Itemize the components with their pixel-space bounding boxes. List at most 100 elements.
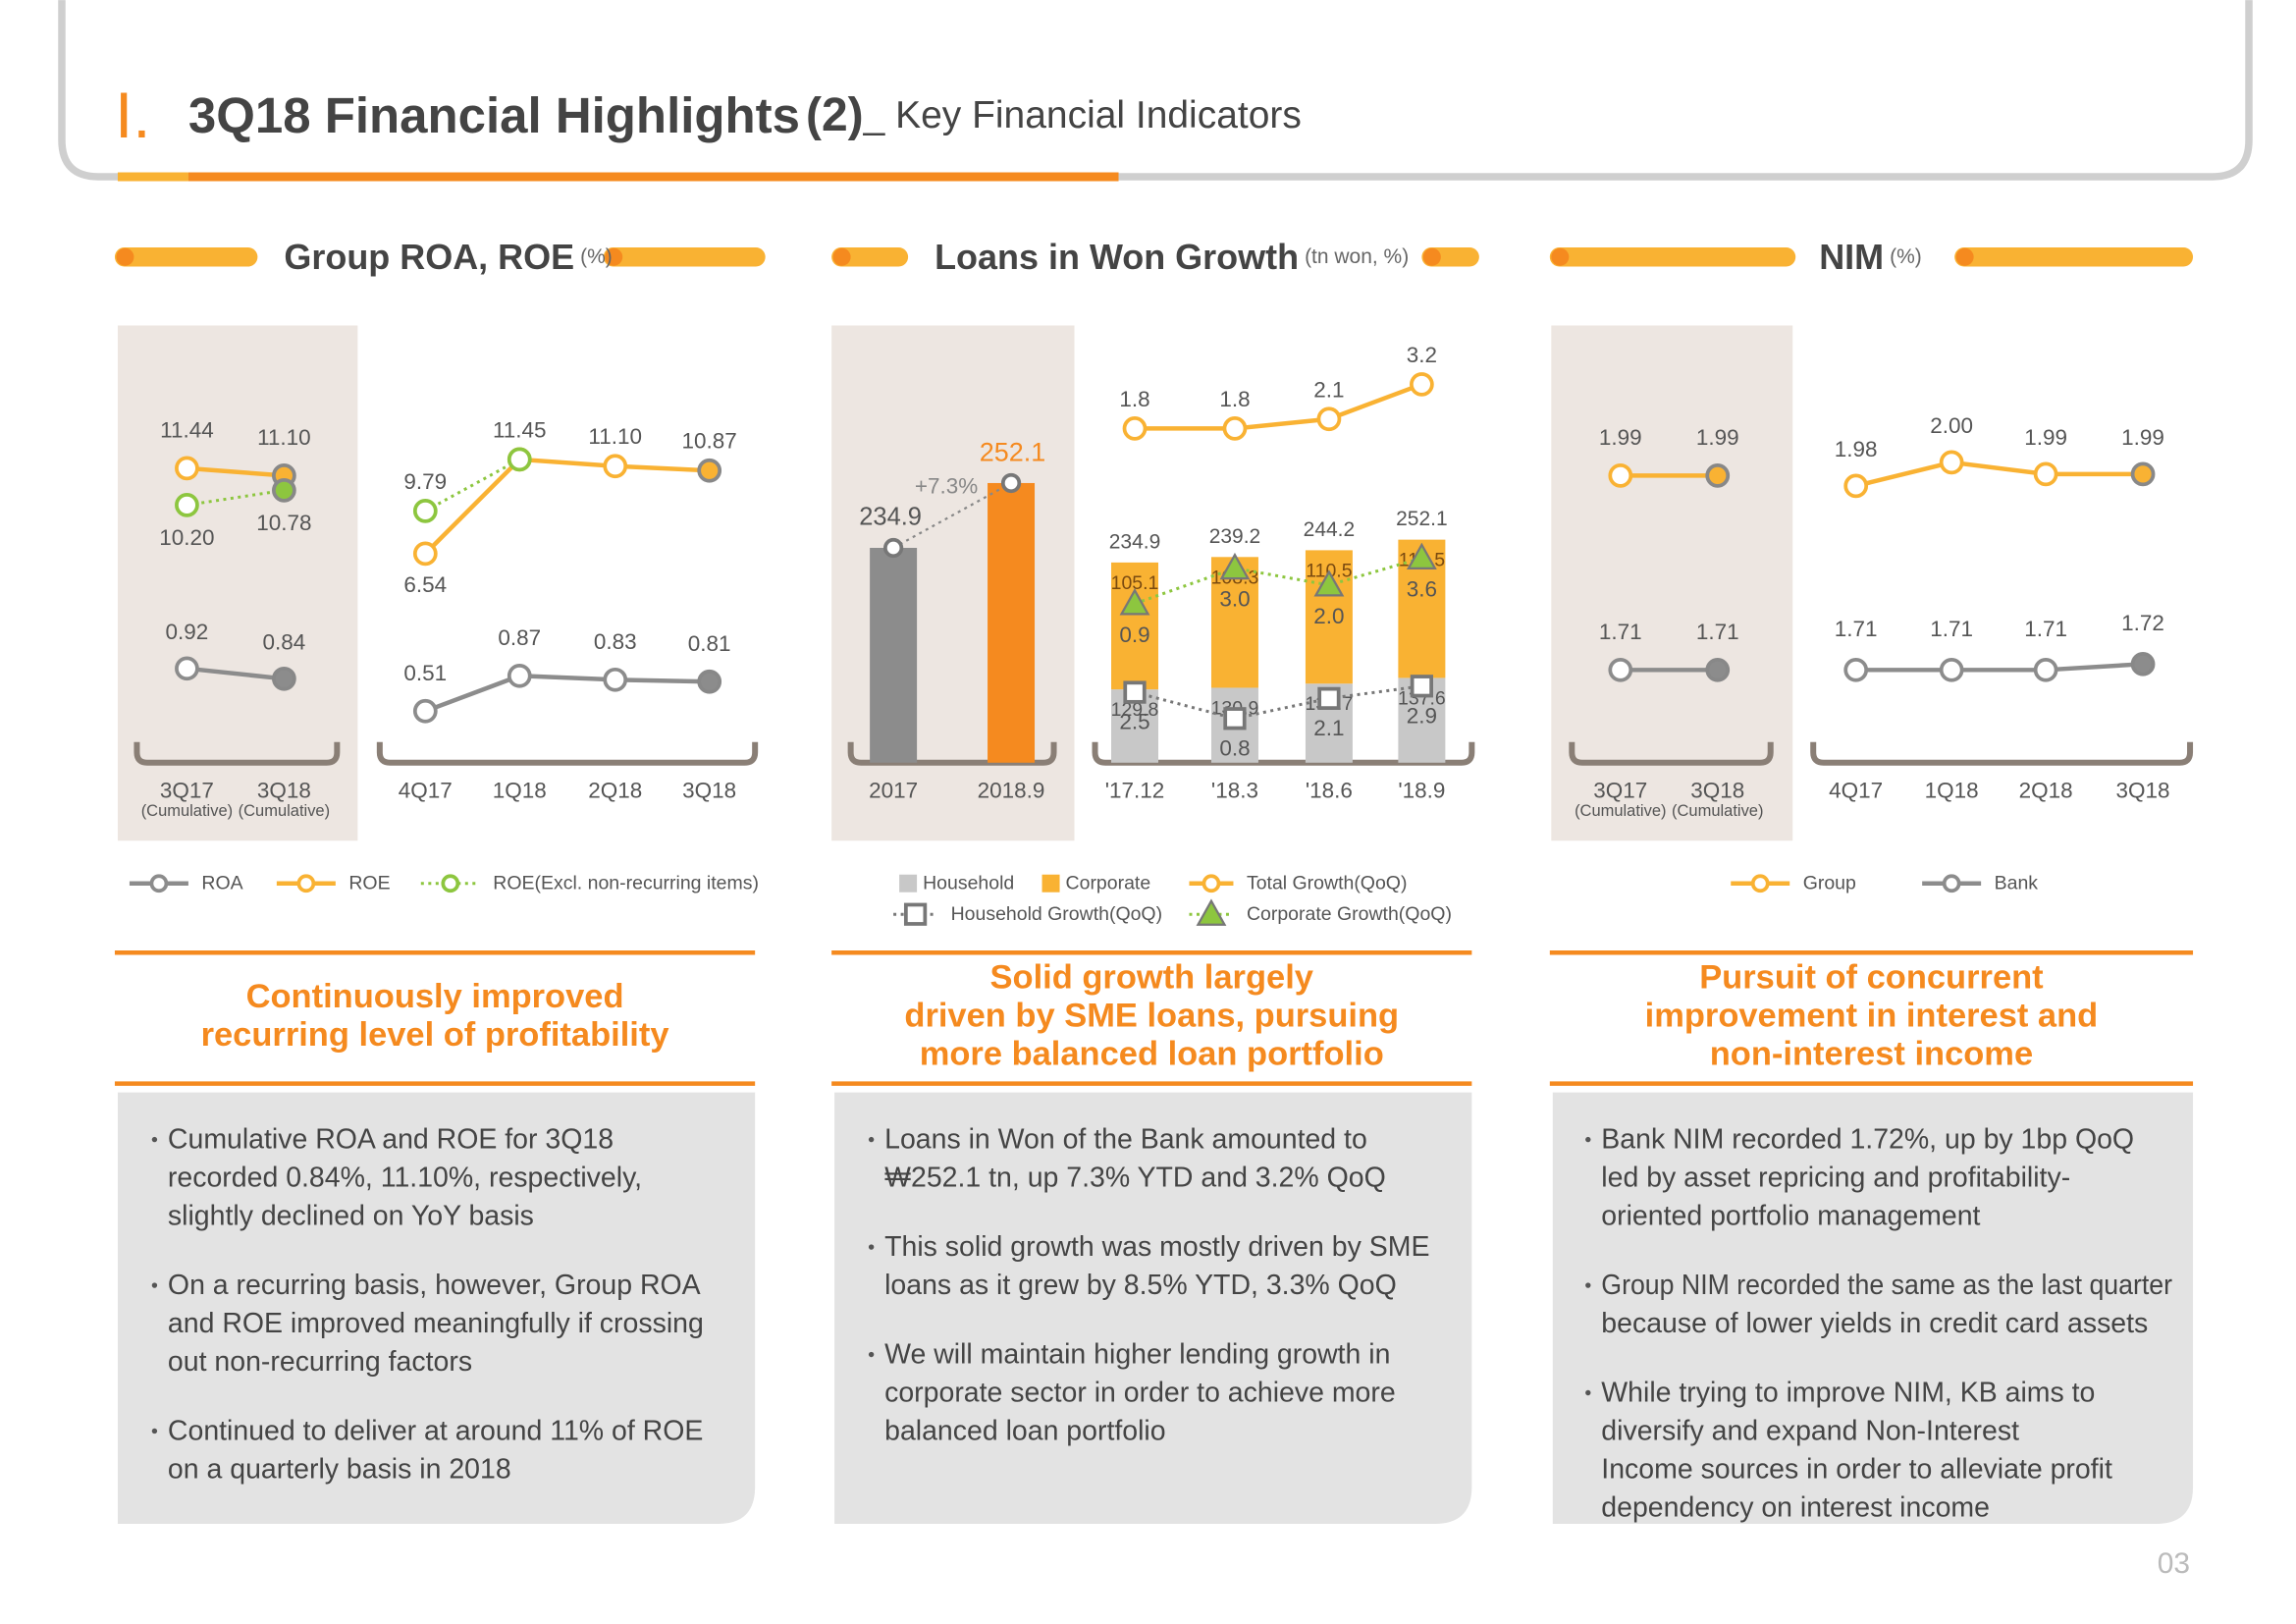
x-tick-label: 2Q18 [2019, 779, 2073, 803]
x-tick-note: (Cumulative) [1672, 802, 1763, 820]
data-label: 1.99 [1599, 425, 1642, 450]
data-label: 11.10 [257, 425, 311, 450]
marker [1222, 416, 1248, 441]
data-label: 1.98 [1835, 437, 1878, 461]
total-label: 234.9 [1109, 530, 1161, 553]
title: 3Q18 Financial Highlights [188, 87, 800, 143]
x-tick-label: 4Q17 [399, 779, 453, 803]
marker [1196, 898, 1227, 926]
marker [603, 667, 628, 692]
marker [1316, 406, 1342, 432]
bullet-text: Cumulative ROA and ROE for 3Q18 [168, 1124, 614, 1156]
headline: more balanced loan portfolio [920, 1036, 1384, 1073]
marker [2033, 461, 2058, 487]
marker [412, 499, 438, 523]
x-tick-note: (Cumulative) [239, 802, 330, 820]
bullet-text: corporate sector in order to achieve mor… [884, 1377, 1396, 1408]
header-frame [58, 0, 2253, 181]
axis-bracket [133, 741, 341, 766]
unit: (tn won, %) [1305, 244, 1409, 267]
marker [149, 874, 169, 893]
data-label: 1.71 [1930, 617, 1973, 641]
legend-label: Corporate [1066, 873, 1151, 894]
data-label: 0.84 [262, 629, 305, 654]
marker [697, 669, 722, 694]
marker [175, 656, 199, 681]
axis-bracket [1569, 741, 1774, 766]
x-tick-label: 1Q18 [1925, 779, 1979, 803]
x-tick-label: '17.12 [1105, 779, 1165, 803]
section-number: I. [115, 79, 151, 151]
header-pill [831, 246, 909, 267]
header-bar [117, 172, 188, 182]
segment-label: 105.1 [1111, 572, 1159, 594]
x-tick-label: 3Q18 [257, 779, 311, 803]
marker [1942, 874, 1961, 893]
bullet-text: dependency on interest income [1601, 1491, 1990, 1523]
section-title: Group ROA, ROE (%) [284, 236, 612, 276]
data-label: 9.79 [403, 469, 447, 494]
series-line [187, 465, 285, 478]
legend-swatch [899, 874, 918, 893]
data-label: 2.5 [1119, 710, 1149, 734]
legend-label: ROE [348, 873, 390, 894]
marker [1313, 569, 1345, 597]
title: Group ROA, ROE [284, 236, 574, 276]
legend-label: ROA [201, 873, 242, 894]
bullet-box [117, 1092, 756, 1524]
bullet-box [834, 1092, 1472, 1524]
legend-label: ROE(Excl. non-recurring items) [493, 873, 759, 894]
x-tick-label: 3Q18 [682, 779, 736, 803]
axis-bracket [847, 741, 1057, 766]
data-label: 2.9 [1407, 703, 1437, 728]
marker [272, 666, 296, 691]
bullet-box [1552, 1092, 2194, 1524]
series-line [1855, 460, 2144, 489]
bullet-text: ₩252.1 tn, up 7.3% YTD and 3.2% QoQ [884, 1163, 1386, 1194]
unit: (%) [580, 244, 613, 267]
bullet-text: because of lower yields in credit card a… [1601, 1308, 2148, 1339]
header-pill-dot [1955, 247, 1974, 266]
data-label: 2.1 [1313, 377, 1344, 402]
marker [175, 493, 199, 517]
total-label: 252.1 [1396, 508, 1448, 530]
headline: Pursuit of concurrent [1699, 959, 2044, 997]
segment-label: 129.8 [1111, 699, 1159, 721]
marker [412, 541, 438, 567]
marker [1939, 450, 1964, 475]
chart-highlight-box [1551, 325, 1793, 841]
headline: Solid growth largely [990, 959, 1313, 997]
page-title: 3Q18 Financial Highlights (2)_ Key Financ… [188, 87, 1302, 143]
data-label: 1.99 [2024, 425, 2067, 450]
x-tick-label: 4Q17 [1829, 779, 1883, 803]
bullet-dot [151, 1282, 158, 1288]
data-label: 0.87 [498, 625, 541, 650]
legend-label: Bank [1995, 873, 2039, 894]
marker [603, 454, 628, 479]
data-label: 1.99 [2121, 425, 2164, 450]
header-pill [1954, 246, 2194, 267]
x-tick-label: '18.6 [1306, 779, 1353, 803]
series-line [1855, 662, 2144, 673]
bullet-dot [868, 1351, 875, 1358]
data-label: 0.8 [1219, 735, 1250, 760]
marker [1219, 552, 1251, 580]
marker [2130, 461, 2156, 487]
marker [1201, 874, 1221, 893]
bullet-text: Continued to deliver at around 11% of RO… [168, 1415, 703, 1446]
marker [412, 698, 438, 724]
header-pill-dot [1551, 247, 1570, 266]
data-label: 2.00 [1930, 413, 1973, 438]
marker [1119, 588, 1150, 616]
data-label: 1.71 [1835, 617, 1878, 641]
marker [697, 458, 722, 483]
marker [1223, 707, 1247, 731]
bullet-text: out non-recurring factors [168, 1346, 472, 1378]
data-label: 0.9 [1119, 623, 1149, 647]
data-label: 2.0 [1313, 604, 1344, 628]
header-pill [114, 246, 258, 267]
header-pill-dot [1422, 247, 1441, 266]
data-label: 3.2 [1407, 343, 1437, 367]
marker [1000, 472, 1022, 494]
